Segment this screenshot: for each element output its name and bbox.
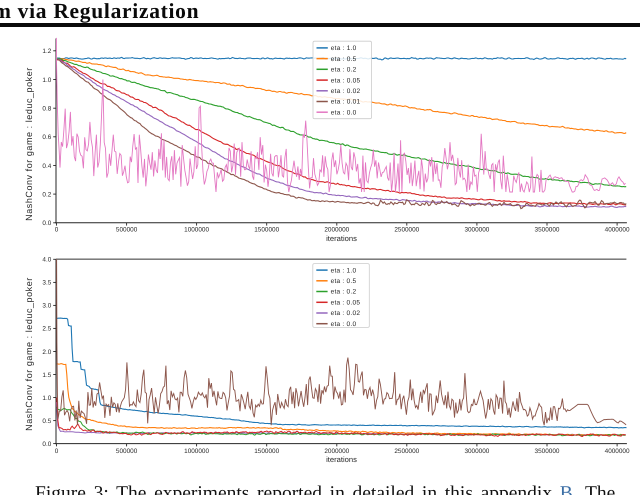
- svg-text:500000: 500000: [116, 448, 138, 455]
- svg-text:eta : 0.5: eta : 0.5: [331, 56, 357, 63]
- svg-text:0.6: 0.6: [42, 134, 51, 141]
- svg-text:500000: 500000: [116, 227, 138, 234]
- svg-text:3.5: 3.5: [42, 280, 51, 287]
- svg-text:0: 0: [55, 448, 59, 455]
- svg-text:1.0: 1.0: [42, 77, 51, 84]
- svg-text:4000000: 4000000: [605, 227, 630, 234]
- svg-text:eta : 1.0: eta : 1.0: [331, 45, 357, 52]
- svg-text:1500000: 1500000: [254, 448, 279, 455]
- svg-text:2000000: 2000000: [324, 448, 349, 455]
- svg-text:1500000: 1500000: [254, 227, 279, 234]
- svg-text:2000000: 2000000: [324, 227, 349, 234]
- svg-text:4.0: 4.0: [42, 257, 51, 264]
- svg-text:3000000: 3000000: [464, 227, 489, 234]
- svg-text:eta : 0.02: eta : 0.02: [331, 310, 361, 317]
- svg-text:1.0: 1.0: [42, 395, 51, 402]
- svg-text:NashConv for game : leduc_poke: NashConv for game : leduc_poker: [24, 277, 34, 431]
- svg-text:0.0: 0.0: [42, 220, 51, 227]
- svg-text:2500000: 2500000: [394, 227, 419, 234]
- svg-text:eta : 1.0: eta : 1.0: [331, 267, 357, 274]
- svg-text:iterations: iterations: [326, 234, 357, 243]
- svg-text:eta : 0.0: eta : 0.0: [331, 321, 357, 328]
- svg-text:eta : 0.2: eta : 0.2: [331, 67, 357, 74]
- svg-text:eta : 0.02: eta : 0.02: [331, 88, 361, 95]
- svg-text:3500000: 3500000: [535, 227, 560, 234]
- svg-text:1000000: 1000000: [184, 227, 209, 234]
- svg-text:4000000: 4000000: [605, 448, 630, 455]
- svg-text:3000000: 3000000: [464, 448, 489, 455]
- svg-text:eta : 0.05: eta : 0.05: [331, 77, 361, 84]
- svg-text:NashConv for game : leduc_poke: NashConv for game : leduc_poker: [24, 67, 34, 221]
- svg-text:0: 0: [55, 227, 59, 234]
- svg-text:1.5: 1.5: [42, 372, 51, 379]
- svg-text:iterations: iterations: [326, 455, 357, 464]
- svg-text:2500000: 2500000: [394, 448, 419, 455]
- svg-text:0.2: 0.2: [42, 191, 51, 198]
- svg-text:eta : 0.2: eta : 0.2: [331, 289, 357, 296]
- svg-text:1000000: 1000000: [184, 448, 209, 455]
- svg-text:0.5: 0.5: [42, 418, 51, 425]
- svg-text:0.8: 0.8: [42, 106, 51, 113]
- svg-text:0.4: 0.4: [42, 163, 51, 170]
- svg-text:1.2: 1.2: [42, 48, 51, 55]
- svg-text:3.0: 3.0: [42, 303, 51, 310]
- svg-text:eta : 0.0: eta : 0.0: [331, 109, 357, 116]
- svg-text:2.0: 2.0: [42, 349, 51, 356]
- svg-text:eta : 0.01: eta : 0.01: [331, 99, 361, 106]
- svg-text:3500000: 3500000: [535, 448, 560, 455]
- svg-text:eta : 0.5: eta : 0.5: [331, 278, 357, 285]
- svg-text:0.0: 0.0: [42, 441, 51, 448]
- svg-text:eta : 0.05: eta : 0.05: [331, 300, 361, 307]
- svg-text:2.5: 2.5: [42, 326, 51, 333]
